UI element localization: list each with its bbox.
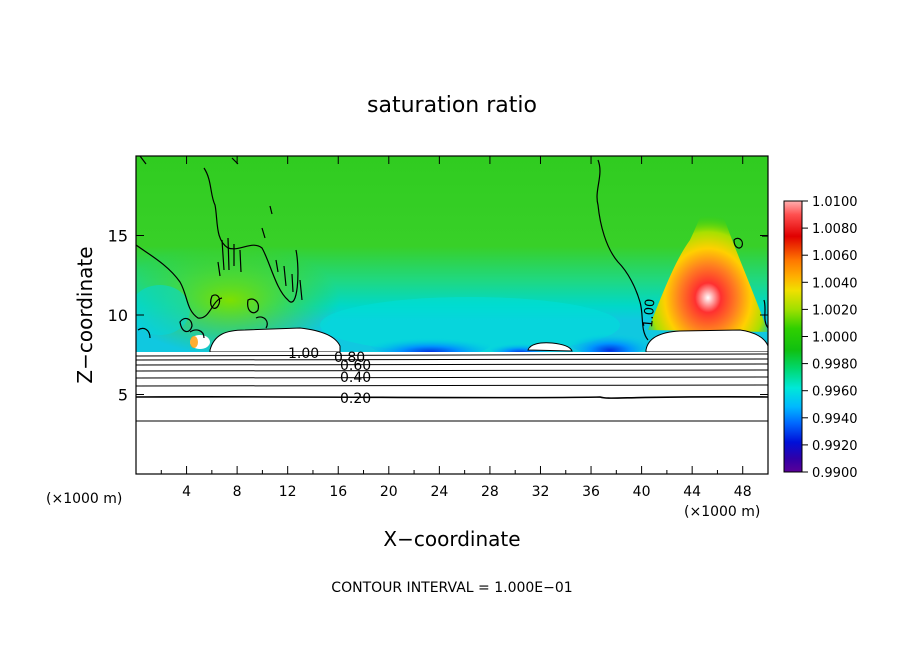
x-axis-unit-left: (×1000 m) bbox=[46, 491, 122, 507]
moist-region-left bbox=[136, 245, 340, 355]
x-tick-label: 24 bbox=[430, 484, 448, 500]
x-tick-label: 40 bbox=[633, 484, 651, 500]
y-axis-ticks: 5 10 15 bbox=[108, 227, 768, 405]
colorbar-label: 0.9920 bbox=[812, 439, 858, 454]
contour-1-00 bbox=[136, 156, 649, 341]
contour-label-0-80: 0.80 bbox=[334, 350, 365, 366]
x-tick-label: 48 bbox=[734, 484, 752, 500]
x-axis-label: X−coordinate bbox=[383, 527, 520, 551]
contour-labels: 1.00 0.80 0.60 0.40 0.20 1.00 bbox=[288, 298, 659, 407]
chart-title: saturation ratio bbox=[367, 93, 537, 118]
field-layer bbox=[136, 156, 768, 474]
y-tick-label: 10 bbox=[108, 306, 128, 325]
colorbar-label: 0.9960 bbox=[812, 385, 858, 400]
subsaturated-layer bbox=[136, 352, 768, 474]
x-tick-label: 36 bbox=[582, 484, 600, 500]
x-tick-label: 8 bbox=[233, 484, 242, 500]
cloud-cap-left bbox=[209, 327, 341, 353]
contour-label-0-60: 0.60 bbox=[340, 358, 371, 374]
x-tick-label: 12 bbox=[279, 484, 297, 500]
dry-band-1 bbox=[370, 333, 490, 357]
x-tick-label: 28 bbox=[481, 484, 499, 500]
colorbar-label: 1.0040 bbox=[812, 276, 858, 291]
x-tick-label: 20 bbox=[380, 484, 398, 500]
x-tick-label: 4 bbox=[182, 484, 191, 500]
cloud-speck-edge bbox=[190, 336, 198, 348]
dry-band-2 bbox=[570, 328, 650, 356]
contour-label-0-20: 0.20 bbox=[340, 391, 371, 407]
dry-patch-left bbox=[136, 285, 190, 335]
colorbar bbox=[783, 200, 803, 473]
contour-label-1-00: 1.00 bbox=[288, 346, 319, 362]
x-tick-label: 32 bbox=[532, 484, 550, 500]
contour-interval-note: CONTOUR INTERVAL = 1.000E−01 bbox=[331, 580, 572, 596]
contour-label-0-40: 0.40 bbox=[340, 370, 371, 386]
colorbar-label: 1.0060 bbox=[812, 249, 858, 264]
x-tick-label: 44 bbox=[683, 484, 701, 500]
cloud-cap-small bbox=[527, 342, 573, 352]
x-axis-unit-right: (×1000 m) bbox=[684, 504, 760, 520]
colorbar-labels: 1.0100 1.0080 1.0060 1.0040 1.0020 1.0000 0.99… bbox=[802, 195, 858, 481]
y-tick-label: 5 bbox=[118, 386, 128, 405]
x-tick-label: 16 bbox=[329, 484, 347, 500]
y-tick-label: 15 bbox=[108, 227, 128, 246]
colorbar-label: 0.9980 bbox=[812, 358, 858, 373]
y-axis-label: Z−coordinate bbox=[73, 246, 97, 383]
colorbar-label: 0.9940 bbox=[812, 412, 858, 427]
colorbar-label: 1.0100 bbox=[812, 195, 858, 210]
cloud-cap-right bbox=[645, 329, 768, 353]
colorbar-label: 1.0000 bbox=[812, 331, 858, 346]
colorbar-label: 1.0080 bbox=[812, 222, 858, 237]
contour-label-1-00-vertical: 1.00 bbox=[641, 298, 658, 328]
moist-plume bbox=[648, 195, 768, 332]
x-axis-ticks: 4 8 12 16 20 24 28 32 36 40 44 48 bbox=[160, 156, 752, 500]
colorbar-label: 0.9900 bbox=[812, 466, 858, 481]
colorbar-label: 1.0020 bbox=[812, 303, 858, 318]
horizontal-contours bbox=[136, 353, 768, 422]
